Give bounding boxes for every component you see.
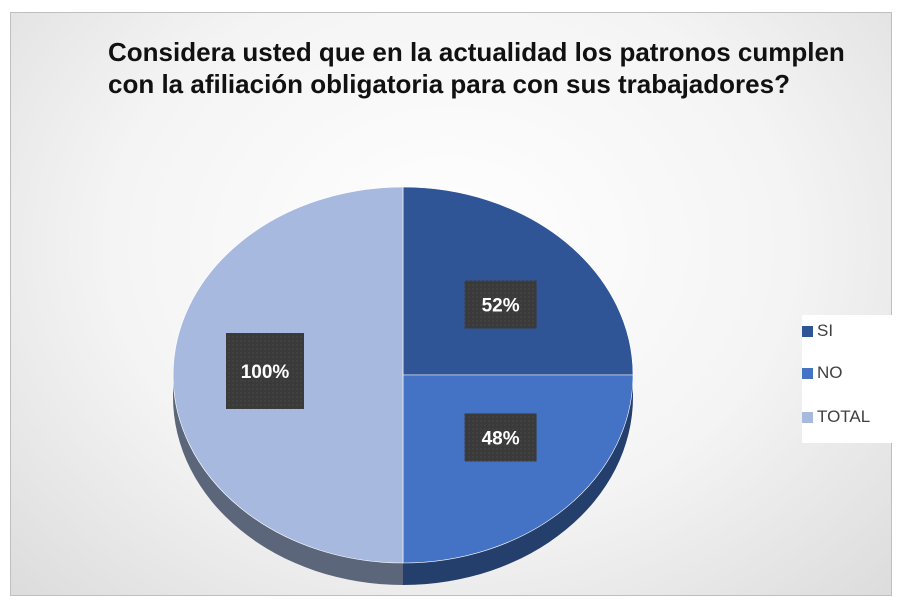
pie-side-total xyxy=(173,375,403,585)
legend-swatch-total xyxy=(802,411,813,423)
data-label-si: 52% xyxy=(464,280,537,329)
legend-label-no: NO xyxy=(817,363,843,382)
pie-slice-no xyxy=(402,374,634,564)
data-label-total: 100% xyxy=(226,333,304,409)
legend-label-total: TOTAL xyxy=(817,407,871,426)
legend-item-no: NO xyxy=(802,362,843,384)
pie-side-no xyxy=(403,375,633,585)
legend-item-total: TOTAL xyxy=(802,406,870,428)
data-label-no: 48% xyxy=(464,413,537,462)
svg-text:100%: 100% xyxy=(241,362,290,383)
chart-title: Considera usted que en la actualidad los… xyxy=(108,37,845,99)
svg-text:48%: 48% xyxy=(482,428,520,449)
chart-legend: SI NO TOTAL xyxy=(802,315,892,443)
legend-item-si: SI xyxy=(802,320,833,342)
legend-swatch-si xyxy=(802,325,813,337)
svg-text:52%: 52% xyxy=(482,296,520,317)
legend-label-si: SI xyxy=(817,321,834,340)
legend-swatch-no xyxy=(802,367,813,379)
